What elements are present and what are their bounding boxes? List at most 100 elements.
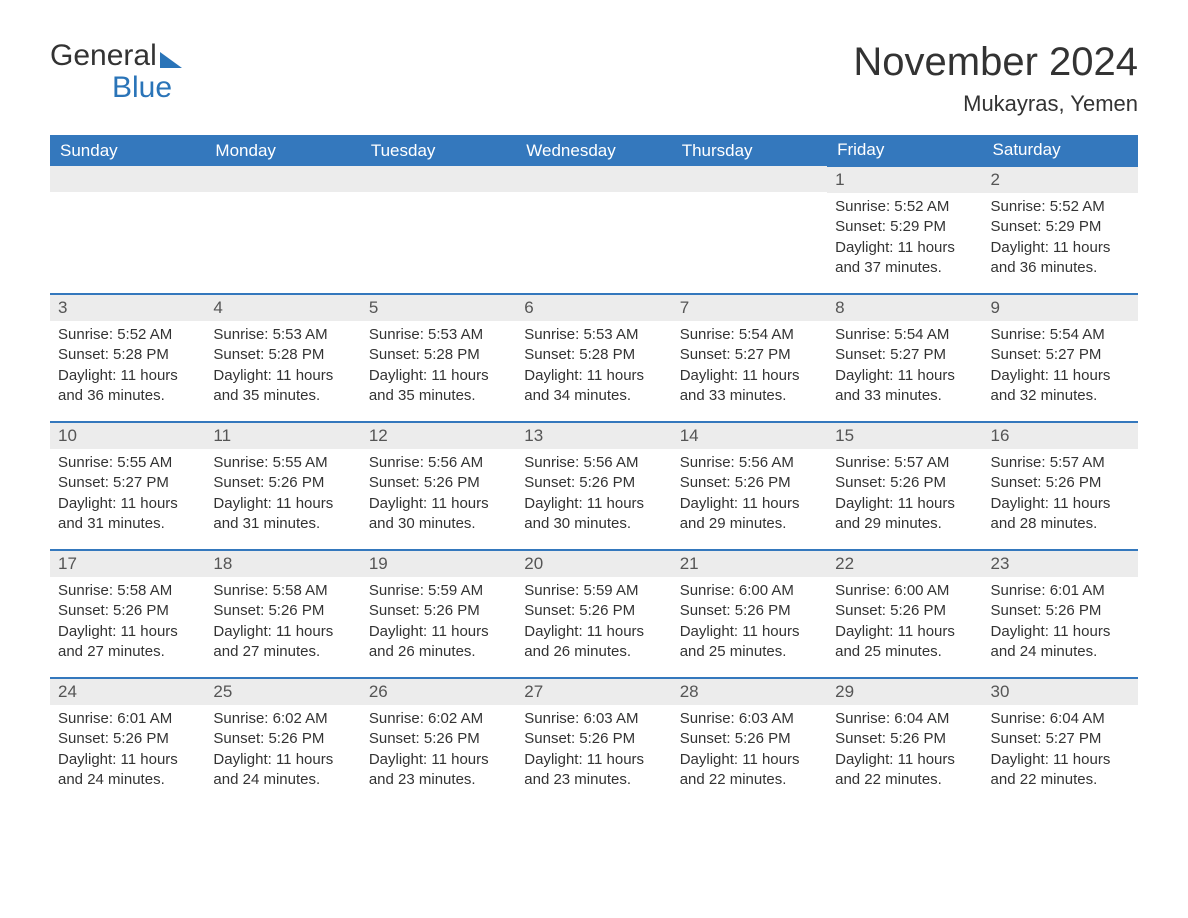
sunset-line: Sunset: 5:28 PM xyxy=(369,345,508,365)
day-cell: 10Sunrise: 5:55 AMSunset: 5:27 PMDayligh… xyxy=(50,422,205,550)
sunset-line: Sunset: 5:26 PM xyxy=(680,473,819,493)
day-details: Sunrise: 5:54 AMSunset: 5:27 PMDaylight:… xyxy=(827,321,982,414)
sunset-line: Sunset: 5:27 PM xyxy=(991,345,1130,365)
daylight-line: Daylight: 11 hours and 23 minutes. xyxy=(524,750,663,791)
daylight-line: Daylight: 11 hours and 33 minutes. xyxy=(835,366,974,407)
sunset-line: Sunset: 5:27 PM xyxy=(835,345,974,365)
day-number: 13 xyxy=(516,423,671,449)
day-cell: 19Sunrise: 5:59 AMSunset: 5:26 PMDayligh… xyxy=(361,550,516,678)
day-number: 23 xyxy=(983,551,1138,577)
day-cell: 24Sunrise: 6:01 AMSunset: 5:26 PMDayligh… xyxy=(50,678,205,806)
sunset-line: Sunset: 5:26 PM xyxy=(369,601,508,621)
sunset-line: Sunset: 5:26 PM xyxy=(524,473,663,493)
sunrise-line: Sunrise: 5:56 AM xyxy=(524,453,663,473)
day-cell: 11Sunrise: 5:55 AMSunset: 5:26 PMDayligh… xyxy=(205,422,360,550)
sunrise-line: Sunrise: 5:54 AM xyxy=(835,325,974,345)
day-details: Sunrise: 5:58 AMSunset: 5:26 PMDaylight:… xyxy=(205,577,360,670)
sunrise-line: Sunrise: 5:59 AM xyxy=(524,581,663,601)
sunrise-line: Sunrise: 5:52 AM xyxy=(835,197,974,217)
day-cell: 25Sunrise: 6:02 AMSunset: 5:26 PMDayligh… xyxy=(205,678,360,806)
sunset-line: Sunset: 5:26 PM xyxy=(524,601,663,621)
sunset-line: Sunset: 5:28 PM xyxy=(524,345,663,365)
daylight-line: Daylight: 11 hours and 31 minutes. xyxy=(213,494,352,535)
day-details: Sunrise: 5:53 AMSunset: 5:28 PMDaylight:… xyxy=(516,321,671,414)
day-number: 18 xyxy=(205,551,360,577)
sunrise-line: Sunrise: 5:54 AM xyxy=(680,325,819,345)
daylight-line: Daylight: 11 hours and 36 minutes. xyxy=(991,238,1130,279)
day-cell: 2Sunrise: 5:52 AMSunset: 5:29 PMDaylight… xyxy=(983,166,1138,294)
sunset-line: Sunset: 5:26 PM xyxy=(58,729,197,749)
daylight-line: Daylight: 11 hours and 22 minutes. xyxy=(991,750,1130,791)
day-details: Sunrise: 6:03 AMSunset: 5:26 PMDaylight:… xyxy=(672,705,827,798)
day-number: 28 xyxy=(672,679,827,705)
empty-cell xyxy=(205,166,360,294)
day-details: Sunrise: 5:56 AMSunset: 5:26 PMDaylight:… xyxy=(516,449,671,542)
sunset-line: Sunset: 5:26 PM xyxy=(680,601,819,621)
daylight-line: Daylight: 11 hours and 24 minutes. xyxy=(213,750,352,791)
weekday-header: Tuesday xyxy=(361,135,516,166)
day-number: 21 xyxy=(672,551,827,577)
weekday-header: Thursday xyxy=(672,135,827,166)
empty-day-bar xyxy=(205,166,360,192)
sunset-line: Sunset: 5:26 PM xyxy=(58,601,197,621)
weekday-header: Wednesday xyxy=(516,135,671,166)
weekday-header: Sunday xyxy=(50,135,205,166)
day-cell: 4Sunrise: 5:53 AMSunset: 5:28 PMDaylight… xyxy=(205,294,360,422)
day-number: 10 xyxy=(50,423,205,449)
day-cell: 13Sunrise: 5:56 AMSunset: 5:26 PMDayligh… xyxy=(516,422,671,550)
logo-word1: General xyxy=(50,40,157,72)
day-number: 14 xyxy=(672,423,827,449)
day-cell: 18Sunrise: 5:58 AMSunset: 5:26 PMDayligh… xyxy=(205,550,360,678)
daylight-line: Daylight: 11 hours and 34 minutes. xyxy=(524,366,663,407)
empty-day-bar xyxy=(361,166,516,192)
sunrise-line: Sunrise: 6:00 AM xyxy=(680,581,819,601)
day-details: Sunrise: 6:03 AMSunset: 5:26 PMDaylight:… xyxy=(516,705,671,798)
sunrise-line: Sunrise: 6:01 AM xyxy=(58,709,197,729)
daylight-line: Daylight: 11 hours and 25 minutes. xyxy=(680,622,819,663)
empty-cell xyxy=(516,166,671,294)
day-number: 3 xyxy=(50,295,205,321)
sunrise-line: Sunrise: 5:54 AM xyxy=(991,325,1130,345)
sunset-line: Sunset: 5:26 PM xyxy=(991,473,1130,493)
sunset-line: Sunset: 5:26 PM xyxy=(524,729,663,749)
day-number: 8 xyxy=(827,295,982,321)
day-number: 19 xyxy=(361,551,516,577)
empty-cell xyxy=(361,166,516,294)
sunrise-line: Sunrise: 6:00 AM xyxy=(835,581,974,601)
day-cell: 28Sunrise: 6:03 AMSunset: 5:26 PMDayligh… xyxy=(672,678,827,806)
day-details: Sunrise: 5:59 AMSunset: 5:26 PMDaylight:… xyxy=(516,577,671,670)
sunset-line: Sunset: 5:27 PM xyxy=(58,473,197,493)
daylight-line: Daylight: 11 hours and 22 minutes. xyxy=(680,750,819,791)
day-details: Sunrise: 6:01 AMSunset: 5:26 PMDaylight:… xyxy=(983,577,1138,670)
daylight-line: Daylight: 11 hours and 25 minutes. xyxy=(835,622,974,663)
sunrise-line: Sunrise: 5:56 AM xyxy=(369,453,508,473)
day-cell: 22Sunrise: 6:00 AMSunset: 5:26 PMDayligh… xyxy=(827,550,982,678)
daylight-line: Daylight: 11 hours and 35 minutes. xyxy=(369,366,508,407)
calendar-row: 10Sunrise: 5:55 AMSunset: 5:27 PMDayligh… xyxy=(50,422,1138,550)
day-details: Sunrise: 5:52 AMSunset: 5:29 PMDaylight:… xyxy=(983,193,1138,286)
day-details: Sunrise: 5:54 AMSunset: 5:27 PMDaylight:… xyxy=(672,321,827,414)
daylight-line: Daylight: 11 hours and 33 minutes. xyxy=(680,366,819,407)
daylight-line: Daylight: 11 hours and 35 minutes. xyxy=(213,366,352,407)
day-cell: 1Sunrise: 5:52 AMSunset: 5:29 PMDaylight… xyxy=(827,166,982,294)
sunrise-line: Sunrise: 5:58 AM xyxy=(213,581,352,601)
day-number: 12 xyxy=(361,423,516,449)
weekday-header: Friday xyxy=(827,135,982,166)
sunset-line: Sunset: 5:26 PM xyxy=(369,473,508,493)
sunrise-line: Sunrise: 6:01 AM xyxy=(991,581,1130,601)
sunset-line: Sunset: 5:26 PM xyxy=(369,729,508,749)
day-number: 16 xyxy=(983,423,1138,449)
day-details: Sunrise: 5:57 AMSunset: 5:26 PMDaylight:… xyxy=(827,449,982,542)
daylight-line: Daylight: 11 hours and 24 minutes. xyxy=(58,750,197,791)
empty-cell xyxy=(672,166,827,294)
day-number: 25 xyxy=(205,679,360,705)
day-number: 15 xyxy=(827,423,982,449)
day-cell: 14Sunrise: 5:56 AMSunset: 5:26 PMDayligh… xyxy=(672,422,827,550)
day-details: Sunrise: 6:02 AMSunset: 5:26 PMDaylight:… xyxy=(205,705,360,798)
daylight-line: Daylight: 11 hours and 37 minutes. xyxy=(835,238,974,279)
logo-triangle-icon xyxy=(160,52,182,68)
empty-cell xyxy=(50,166,205,294)
day-number: 22 xyxy=(827,551,982,577)
calendar-row: 24Sunrise: 6:01 AMSunset: 5:26 PMDayligh… xyxy=(50,678,1138,806)
day-cell: 23Sunrise: 6:01 AMSunset: 5:26 PMDayligh… xyxy=(983,550,1138,678)
